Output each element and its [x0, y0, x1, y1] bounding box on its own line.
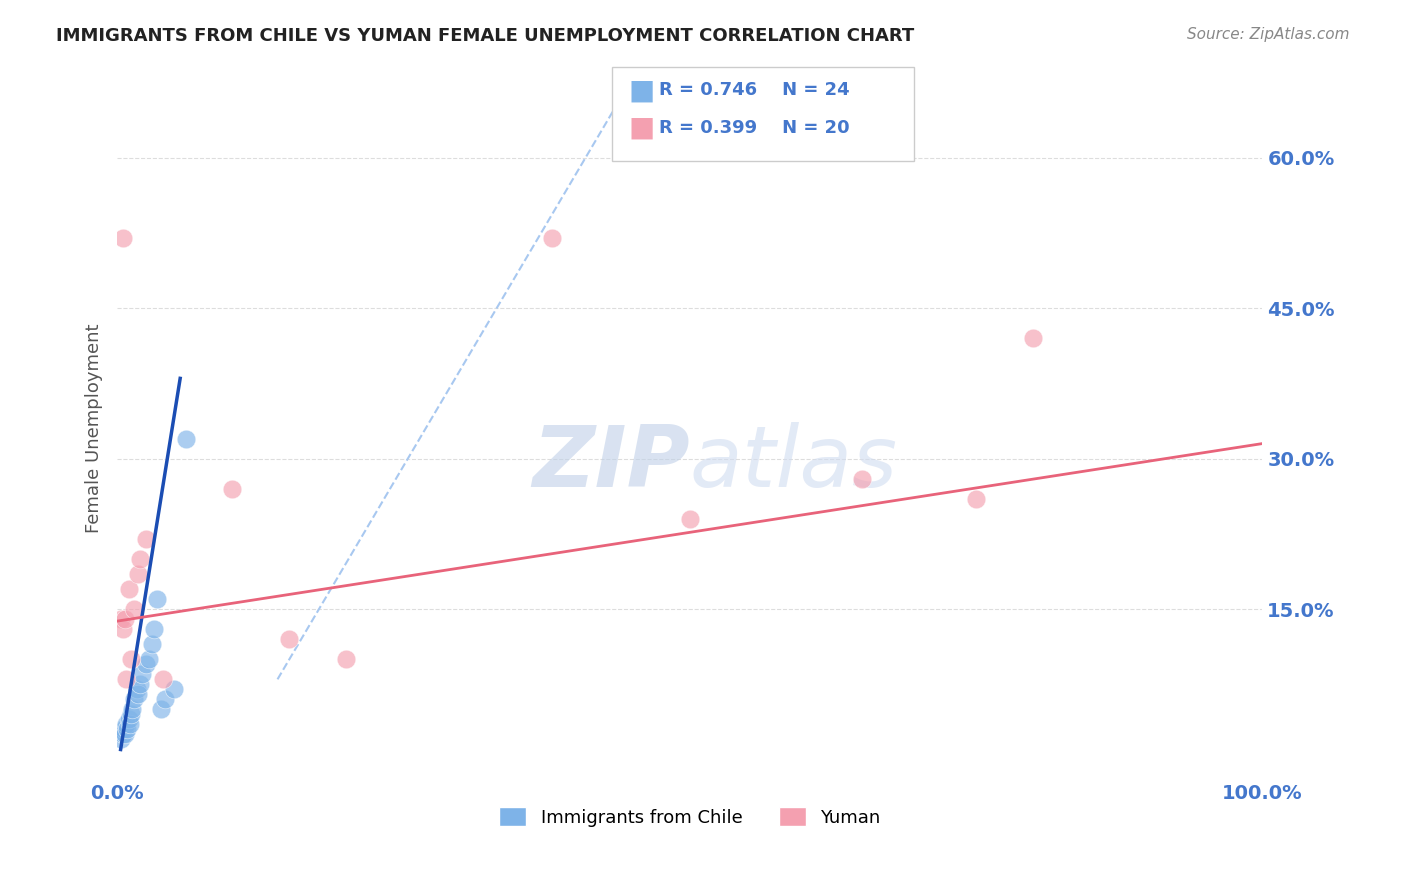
Text: atlas: atlas [690, 422, 898, 505]
Point [115, 673, 138, 687]
Text: ■: ■ [628, 113, 655, 142]
Point [121, 702, 143, 716]
Point [335, 652, 357, 666]
Text: R = 0.746    N = 24: R = 0.746 N = 24 [659, 81, 851, 99]
Point [127, 566, 149, 581]
Text: ZIP: ZIP [531, 422, 690, 505]
Point [174, 432, 197, 446]
Point [117, 713, 139, 727]
Point [141, 637, 163, 651]
Point [541, 231, 564, 245]
Point [135, 657, 157, 672]
Point [135, 532, 157, 546]
Text: R = 0.399    N = 20: R = 0.399 N = 20 [659, 119, 851, 136]
Point [120, 707, 142, 722]
Point [129, 552, 152, 566]
Point [221, 482, 243, 496]
Point [1022, 331, 1045, 345]
Point [114, 727, 136, 741]
Y-axis label: Female Unemployment: Female Unemployment [86, 324, 103, 533]
Point [117, 723, 139, 737]
Point [131, 667, 153, 681]
Point [163, 682, 186, 697]
Point [851, 472, 873, 486]
Point [142, 622, 165, 636]
Point [118, 717, 141, 731]
Point [155, 692, 177, 706]
Point [115, 717, 138, 731]
Point [111, 622, 134, 636]
Point [146, 592, 169, 607]
Point [129, 677, 152, 691]
Text: IMMIGRANTS FROM CHILE VS YUMAN FEMALE UNEMPLOYMENT CORRELATION CHART: IMMIGRANTS FROM CHILE VS YUMAN FEMALE UN… [56, 27, 914, 45]
Point [117, 582, 139, 596]
Point [149, 702, 172, 716]
Point [124, 602, 146, 616]
Point [679, 512, 702, 526]
Point [125, 682, 148, 697]
Point [120, 652, 142, 666]
Text: ■: ■ [628, 76, 655, 104]
Point [110, 732, 132, 747]
Point [114, 612, 136, 626]
Point [278, 632, 301, 647]
Point [112, 723, 135, 737]
Text: Source: ZipAtlas.com: Source: ZipAtlas.com [1187, 27, 1350, 42]
Point [138, 652, 160, 666]
Point [152, 673, 174, 687]
Point [127, 687, 149, 701]
Legend: Immigrants from Chile, Yuman: Immigrants from Chile, Yuman [492, 800, 887, 834]
Point [110, 612, 132, 626]
Point [965, 491, 987, 506]
Point [111, 231, 134, 245]
Point [111, 727, 134, 741]
Point [124, 692, 146, 706]
